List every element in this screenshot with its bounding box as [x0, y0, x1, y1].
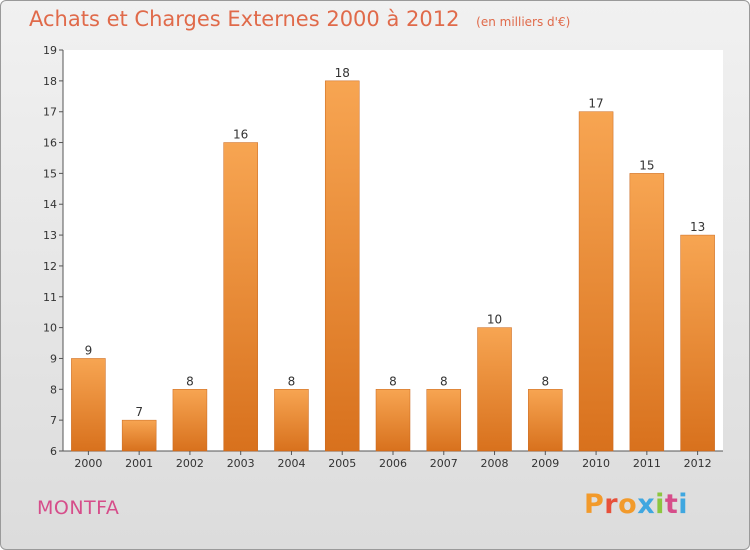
logo-letter: t: [664, 489, 679, 520]
x-tick-label: 2007: [430, 457, 458, 470]
y-tick-label: 14: [43, 198, 57, 211]
x-tick-label: 2001: [125, 457, 153, 470]
bar-2012: [680, 234, 715, 452]
logo-letter: x: [637, 489, 656, 520]
bar-2003: [223, 142, 258, 452]
x-tick-label: 2009: [531, 457, 559, 470]
bar-value-label: 13: [690, 220, 705, 234]
bar-value-label: 8: [186, 374, 194, 388]
x-tick-label: 2006: [379, 457, 407, 470]
bar-2010: [578, 111, 614, 452]
bar-2011: [629, 173, 665, 452]
logo-letter: o: [618, 489, 638, 520]
bar-2006: [375, 389, 411, 452]
bar-2000: [71, 358, 106, 452]
logo-letter: i: [678, 489, 689, 520]
x-tick-label: 2003: [227, 457, 255, 470]
y-tick-label: 18: [43, 75, 57, 88]
y-tick-label: 12: [43, 260, 57, 273]
proxiti-logo: Proxiti: [584, 489, 688, 520]
x-tick-label: 2010: [582, 457, 610, 470]
y-tick-label: 19: [43, 44, 57, 57]
logo-letter: i: [655, 489, 665, 520]
bar-2001: [121, 419, 157, 452]
bar-value-label: 8: [440, 374, 448, 388]
bar-value-label: 15: [639, 158, 654, 172]
y-tick-label: 15: [43, 167, 57, 180]
y-tick-label: 17: [43, 106, 57, 119]
x-tick-label: 2005: [328, 457, 356, 470]
bar-value-label: 7: [135, 405, 143, 419]
x-tick-label: 2000: [74, 457, 102, 470]
bar-2008: [477, 327, 512, 452]
x-tick-label: 2004: [277, 457, 305, 470]
y-tick-label: 16: [43, 137, 57, 150]
y-tick-label: 7: [50, 414, 57, 427]
bar-value-label: 9: [85, 343, 93, 357]
x-tick-label: 2011: [633, 457, 661, 470]
x-tick-label: 2002: [176, 457, 204, 470]
y-tick-label: 11: [43, 291, 57, 304]
bar-2005: [324, 80, 360, 452]
y-tick-label: 9: [50, 352, 57, 365]
x-tick-label: 2008: [481, 457, 509, 470]
y-tick-label: 13: [43, 229, 57, 242]
x-tick-label: 2012: [684, 457, 712, 470]
commune-name: MONTFA: [37, 497, 120, 519]
bar-2009: [528, 389, 563, 452]
y-tick-label: 10: [43, 322, 57, 335]
chart-title-text: Achats et Charges Externes 2000 à 2012: [29, 7, 460, 31]
logo-letter: P: [584, 489, 605, 520]
bar-value-label: 8: [541, 374, 549, 388]
bar-value-label: 8: [389, 374, 397, 388]
logo-letter: r: [604, 489, 619, 520]
bar-2002: [172, 389, 208, 452]
y-tick-label: 8: [50, 383, 57, 396]
chart-title: Achats et Charges Externes 2000 à 2012 (…: [29, 7, 570, 31]
chart-subtitle: (en milliers d'€): [476, 15, 571, 29]
bar-value-label: 8: [288, 374, 296, 388]
bar-value-label: 17: [588, 97, 603, 111]
bar-value-label: 16: [233, 128, 248, 142]
bar-2007: [426, 389, 462, 452]
bar-2004: [274, 389, 309, 452]
bar-value-label: 18: [335, 66, 350, 80]
y-tick-label: 6: [50, 445, 57, 458]
bar-value-label: 10: [487, 313, 502, 327]
